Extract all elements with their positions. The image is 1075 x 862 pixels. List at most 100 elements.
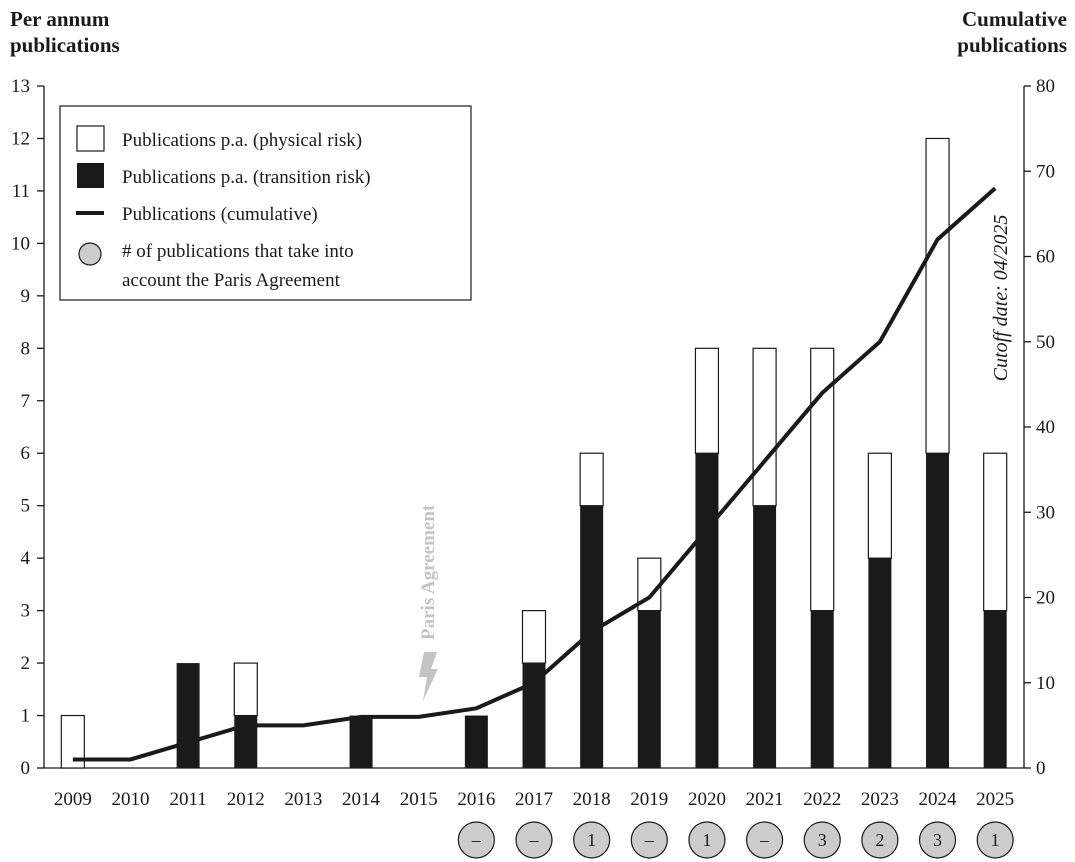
left-tick-label: 5 xyxy=(21,496,31,517)
right-axis-title-line-1: Cumulative xyxy=(962,7,1067,31)
legend-label-paris-line-1: # of publications that take into xyxy=(122,241,354,262)
legend-swatch-transition-risk xyxy=(77,163,104,188)
bar-physical-risk xyxy=(233,662,258,717)
bar-physical-risk xyxy=(867,452,892,559)
right-tick-label: 30 xyxy=(1036,502,1055,523)
left-axis-title-line-2: publications xyxy=(10,33,120,57)
bar-transition-risk xyxy=(926,453,950,768)
paris-circle-label: – xyxy=(644,830,655,850)
right-tick-label: 0 xyxy=(1036,758,1046,779)
left-tick-label: 8 xyxy=(21,338,31,359)
x-tick-label: 2012 xyxy=(227,789,265,810)
right-axis-title-line-2: publications xyxy=(957,33,1067,57)
x-tick-label: 2011 xyxy=(169,789,206,810)
cutoff-date-label: Cutoff date: 04/2025 xyxy=(990,215,1012,382)
x-tick-label: 2018 xyxy=(573,789,611,810)
paris-circle-label: – xyxy=(759,830,770,850)
bar-transition-risk xyxy=(637,610,661,768)
left-tick-label: 4 xyxy=(21,548,31,569)
legend-label-physical-risk: Publications p.a. (physical risk) xyxy=(122,130,362,151)
left-tick-label: 6 xyxy=(21,443,31,464)
paris-circle xyxy=(457,821,495,859)
paris-circle-label: 3 xyxy=(933,830,942,850)
bar-physical-risk xyxy=(579,452,604,507)
bar-transition-risk xyxy=(522,663,546,768)
legend-label-cumulative: Publications (cumulative) xyxy=(122,204,318,225)
paris-circle-label: 2 xyxy=(875,830,884,850)
x-tick-label: 2009 xyxy=(54,789,92,810)
x-tick-label: 2010 xyxy=(111,789,149,810)
left-tick-label: 2 xyxy=(21,653,31,674)
cumulative-line xyxy=(72,186,997,762)
paris-circle xyxy=(918,821,957,859)
left-axis-title-line-1: Per annum xyxy=(10,7,110,31)
paris-circle xyxy=(745,821,784,859)
paris-circles: – – 1 – 1 – 3 2 3 1 xyxy=(457,821,1014,859)
left-tick-label: 12 xyxy=(11,128,30,149)
paris-circle-label: 1 xyxy=(702,830,711,850)
x-tick-label: 2022 xyxy=(803,789,841,810)
paris-circle-label: 3 xyxy=(818,830,827,850)
right-axis-title: Cumulative publications xyxy=(957,6,1067,58)
right-tick-label: 80 xyxy=(1036,76,1055,97)
paris-circle-label: 1 xyxy=(587,830,596,850)
bar-transition-risk xyxy=(695,453,719,768)
paris-circle-label: – xyxy=(529,830,540,850)
bar-transition-risk xyxy=(868,558,892,768)
cumulative-line-layer xyxy=(72,186,997,762)
paris-circle xyxy=(573,821,611,859)
x-tick-label: 2025 xyxy=(976,789,1014,810)
x-tick-label: 2021 xyxy=(746,789,784,810)
paris-circle xyxy=(630,821,668,859)
legend-label-transition-risk: Publications p.a. (transition risk) xyxy=(122,167,371,188)
paris-circle-label: – xyxy=(471,830,482,850)
left-tick-label: 10 xyxy=(11,233,30,254)
paris-circle-label: 1 xyxy=(991,830,1000,850)
paris-circle xyxy=(976,821,1014,859)
x-tick-label: 2020 xyxy=(688,789,726,810)
right-tick-label: 70 xyxy=(1036,161,1055,182)
left-tick-label: 0 xyxy=(21,758,31,779)
x-tick-label: 2017 xyxy=(515,789,553,810)
legend-label-paris-line-2: account the Paris Agreement xyxy=(122,270,341,291)
x-tick-label: 2016 xyxy=(457,789,495,810)
legend-box xyxy=(59,105,472,301)
legend: Publications p.a. (physical risk) Public… xyxy=(59,105,472,301)
legend-swatch-paris-circle xyxy=(78,242,102,266)
x-tick-label: 2024 xyxy=(919,789,958,810)
right-tick-label: 50 xyxy=(1036,332,1055,353)
left-tick-label: 13 xyxy=(11,76,30,97)
x-tick-label: 2015 xyxy=(400,789,438,810)
x-tick-label: 2013 xyxy=(284,789,322,810)
bar-transition-risk xyxy=(810,610,834,768)
paris-circle xyxy=(688,821,726,859)
lightning-icon xyxy=(419,652,438,701)
left-tick-label: 1 xyxy=(21,706,31,727)
bar-physical-risk xyxy=(983,452,1008,612)
right-tick-label: 60 xyxy=(1036,247,1055,268)
bar-transition-risk xyxy=(176,663,200,768)
bar-transition-risk xyxy=(349,715,373,768)
paris-agreement-annotation: Paris Agreement xyxy=(418,504,439,701)
right-tick-label: 40 xyxy=(1036,417,1055,438)
x-tick-label: 2023 xyxy=(861,789,899,810)
paris-circle xyxy=(861,821,899,859)
paris-circle xyxy=(515,821,553,859)
bar-transition-risk xyxy=(753,505,777,768)
bars xyxy=(60,137,1008,769)
left-tick-label: 11 xyxy=(12,181,30,202)
bar-physical-risk xyxy=(60,714,85,769)
bar-transition-risk xyxy=(983,610,1007,768)
bar-physical-risk xyxy=(521,610,547,664)
bar-physical-risk xyxy=(810,347,835,612)
legend-swatch-physical-risk xyxy=(76,125,105,152)
bar-physical-risk xyxy=(752,347,777,507)
bar-physical-risk xyxy=(694,347,720,454)
left-tick-label: 3 xyxy=(21,601,31,622)
paris-circle xyxy=(803,821,841,859)
bar-transition-risk xyxy=(464,715,488,768)
right-tick-label: 20 xyxy=(1036,588,1055,609)
left-tick-label: 9 xyxy=(21,286,31,307)
